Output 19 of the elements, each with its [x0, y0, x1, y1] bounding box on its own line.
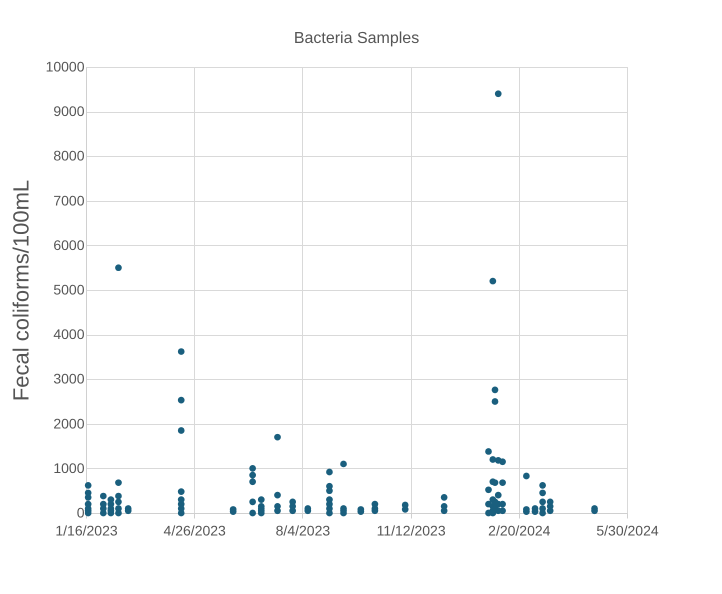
y-tick-label: 10000 [46, 58, 85, 74]
y-tick-label: 7000 [53, 192, 85, 208]
y-tick-label: 3000 [53, 370, 85, 387]
y-tick-label: 1000 [53, 460, 85, 476]
y-tick-label: 2000 [53, 415, 85, 432]
y-tick-label: 0 [76, 504, 85, 520]
y-tick-label: 9000 [53, 103, 85, 120]
x-tick-label: 4/26/2023 [164, 522, 226, 538]
x-tick-label: 5/30/2024 [596, 522, 659, 538]
x-tick-label: 11/12/2023 [376, 522, 446, 538]
chart-title: Bacteria Samples [294, 30, 420, 47]
x-tick-label: 8/4/2023 [276, 522, 330, 538]
y-axis-title: Fecal coliforms/100mL [8, 180, 34, 402]
y-tick-label: 4000 [53, 326, 85, 342]
x-tick-label: 2/20/2024 [488, 522, 551, 538]
y-tick-label: 6000 [53, 236, 85, 253]
y-tick-label: 8000 [53, 148, 85, 164]
x-tick-label: 1/16/2023 [55, 522, 118, 538]
y-tick-label: 5000 [53, 282, 85, 298]
